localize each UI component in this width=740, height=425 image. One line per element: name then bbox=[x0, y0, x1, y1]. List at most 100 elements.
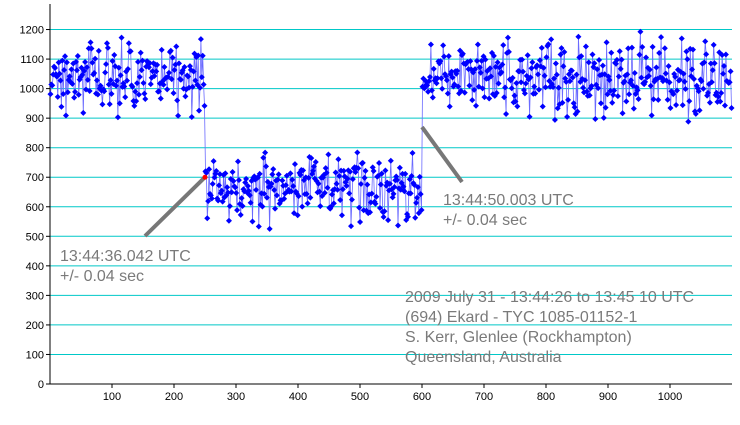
data-point bbox=[310, 163, 317, 170]
data-point bbox=[224, 184, 231, 191]
data-point bbox=[434, 75, 441, 82]
data-point bbox=[94, 91, 101, 98]
data-point bbox=[715, 93, 722, 100]
data-point bbox=[552, 60, 559, 67]
data-point bbox=[357, 181, 364, 188]
data-point bbox=[249, 218, 256, 225]
data-point bbox=[623, 98, 630, 105]
data-point bbox=[246, 192, 253, 199]
data-point bbox=[394, 176, 401, 183]
data-point bbox=[638, 74, 645, 81]
data-point bbox=[270, 166, 277, 173]
data-point bbox=[539, 103, 546, 110]
data-point bbox=[643, 54, 650, 61]
data-point bbox=[678, 35, 685, 42]
data-point bbox=[115, 64, 122, 71]
data-point bbox=[244, 182, 251, 189]
data-point bbox=[711, 60, 718, 67]
data-point bbox=[196, 84, 203, 91]
data-point bbox=[218, 187, 225, 194]
data-point bbox=[518, 79, 525, 86]
data-point bbox=[575, 33, 582, 40]
data-point bbox=[505, 48, 512, 55]
data-point bbox=[332, 169, 339, 176]
data-point bbox=[62, 53, 69, 60]
data-point bbox=[583, 88, 590, 95]
data-point bbox=[129, 83, 136, 90]
data-point bbox=[349, 176, 356, 183]
data-point bbox=[370, 167, 377, 174]
data-point bbox=[646, 66, 653, 73]
data-point bbox=[133, 98, 140, 105]
data-point bbox=[253, 186, 260, 193]
data-point bbox=[114, 114, 121, 121]
data-point bbox=[433, 80, 440, 87]
data-point bbox=[647, 82, 654, 89]
data-point bbox=[553, 71, 560, 78]
data-point bbox=[132, 88, 139, 95]
data-point bbox=[487, 65, 494, 72]
data-point bbox=[80, 109, 87, 116]
data-point bbox=[238, 195, 245, 202]
data-point bbox=[502, 84, 509, 91]
data-point bbox=[648, 112, 655, 119]
data-point bbox=[550, 75, 557, 82]
data-point bbox=[136, 73, 143, 80]
data-point bbox=[412, 214, 419, 221]
y-tick-label: 300 bbox=[26, 290, 44, 302]
data-point bbox=[268, 180, 275, 187]
y-tick-label: 700 bbox=[26, 172, 44, 184]
data-point bbox=[710, 41, 717, 48]
data-point bbox=[233, 189, 240, 196]
data-point bbox=[294, 212, 301, 219]
data-point bbox=[727, 68, 734, 75]
data-point bbox=[215, 197, 222, 204]
data-point bbox=[501, 94, 508, 101]
data-point bbox=[197, 36, 204, 43]
data-point bbox=[339, 186, 346, 193]
data-point bbox=[105, 81, 112, 88]
data-point bbox=[661, 45, 668, 52]
data-point bbox=[93, 77, 100, 84]
y-tick-label: 1200 bbox=[20, 25, 44, 37]
data-point bbox=[66, 73, 73, 80]
data-point bbox=[619, 110, 626, 117]
data-point bbox=[385, 217, 392, 224]
data-point bbox=[482, 56, 489, 63]
data-point bbox=[381, 208, 388, 215]
data-point bbox=[466, 82, 473, 89]
data-point bbox=[261, 190, 268, 197]
data-point bbox=[305, 174, 312, 181]
data-point bbox=[376, 204, 383, 211]
data-point bbox=[291, 161, 298, 168]
data-point bbox=[160, 81, 167, 88]
data-point bbox=[670, 91, 677, 98]
data-point bbox=[481, 94, 488, 101]
y-tick-label: 0 bbox=[38, 379, 44, 391]
data-point bbox=[424, 82, 431, 89]
data-point bbox=[378, 170, 385, 177]
data-point bbox=[705, 89, 712, 96]
data-point bbox=[486, 95, 493, 102]
data-point bbox=[597, 100, 604, 107]
y-tick-label: 800 bbox=[26, 143, 44, 155]
data-point bbox=[282, 182, 289, 189]
data-point bbox=[84, 76, 91, 83]
data-point bbox=[541, 72, 548, 79]
data-point bbox=[266, 225, 273, 232]
data-point bbox=[111, 52, 118, 59]
data-point bbox=[551, 116, 558, 123]
data-point bbox=[586, 92, 593, 99]
data-point bbox=[121, 83, 128, 90]
data-point bbox=[698, 78, 705, 85]
data-point bbox=[617, 65, 624, 72]
data-point bbox=[621, 78, 628, 85]
data-point bbox=[103, 61, 110, 68]
data-point bbox=[260, 154, 267, 161]
data-point bbox=[157, 95, 164, 102]
data-point bbox=[514, 103, 521, 110]
data-point bbox=[255, 223, 262, 230]
data-point bbox=[500, 42, 507, 49]
data-point bbox=[492, 63, 499, 70]
annotation-time-1: 13:44:36.042 UTC bbox=[60, 248, 191, 265]
